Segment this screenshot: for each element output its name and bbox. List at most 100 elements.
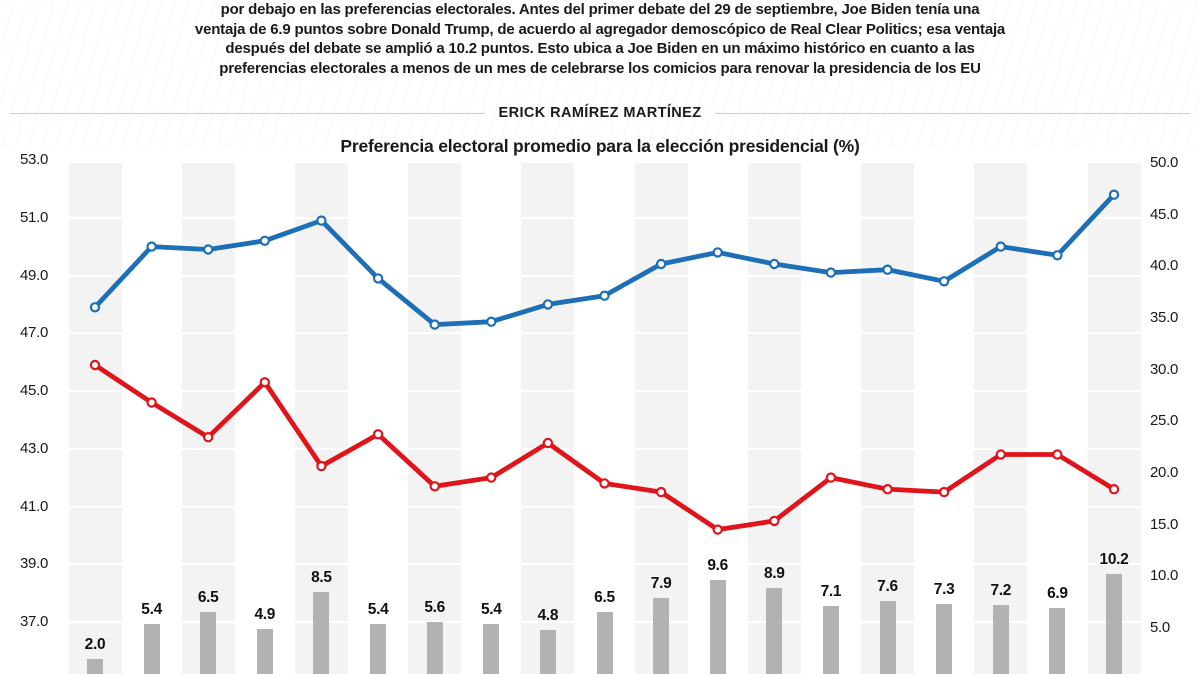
gap-bar [200,612,217,674]
gap-bar [653,597,670,674]
blue_line-marker [202,244,214,255]
red_line-marker [769,515,780,527]
blue_line-marker [1108,189,1120,200]
left-axis-tick-label: 39.0 [20,555,48,573]
blue_line-marker [316,215,327,226]
gap-bar-value-label: 6.9 [1047,585,1068,603]
gap-bar [87,658,103,674]
gap-bar [879,601,896,674]
red_line-path [92,362,1117,532]
red_line-marker [938,486,950,498]
red_line-marker [372,429,384,440]
blue_line-marker [938,276,950,287]
blue_line-marker [146,241,157,252]
gap-bar [766,587,783,674]
intro-line-1: por debajo en las preferencias electoral… [220,1,980,18]
blue_line-marker [542,299,554,310]
right-axis-tick-label: 50.0 [1150,154,1178,171]
red_line-marker [316,460,327,472]
gap-bar [426,621,443,674]
gap-bar-value-label: 8.9 [763,564,785,582]
left-axis-tick-label: 43.0 [20,439,48,457]
right-axis-tick-label: 25.0 [1150,412,1178,430]
red_line-marker [202,432,214,443]
intro-line-4: preferencias electorales a menos de un m… [219,59,981,77]
gap-bar [483,623,500,674]
blue_line-marker [995,241,1007,252]
gap-bar-value-label: 7.2 [990,582,1012,600]
byline-author: ERICK RAMÍREZ MARTÍNEZ [498,105,702,121]
intro-line-3: después del debate se amplió a 10.2 punt… [225,40,975,57]
red_line-marker [882,484,893,495]
chart-title: Preferencia electoral promedio para la e… [340,136,860,156]
blue_line-marker [89,302,101,313]
gridline [67,274,1142,277]
red_line-marker [712,524,723,535]
left-axis-tick-label: 51.0 [20,208,48,226]
gap-bar [709,580,726,674]
gap-bar-value-label: 4.8 [537,606,559,624]
blue_line-marker [372,273,384,284]
blue_line-path [92,192,1117,327]
gap-bar-value-label: 7.3 [933,581,955,599]
gap-bar [313,591,330,674]
background-stripe [68,163,122,674]
gap-bar-value-label: 4.9 [254,605,276,623]
gap-bar-value-label: 2.0 [84,635,106,653]
red_line-marker [146,397,157,408]
background-stripe [294,163,348,674]
blue_line-marker [769,258,780,270]
gap-bar-value-label: 9.6 [707,557,729,575]
blue_line-marker [486,316,497,327]
left-axis-tick-label: 49.0 [20,266,48,284]
gridline [67,216,1142,219]
gridline [67,332,1142,335]
red_line-marker [599,478,610,489]
blue_line-marker [655,258,667,270]
gap-bar [143,623,160,674]
background-stripe [634,163,688,674]
gap-bar [1049,608,1066,674]
left-axis-tick-label: 45.0 [20,382,48,399]
byline-rule-right [715,112,1190,114]
gap-bar [539,629,556,674]
blue_line-marker [882,264,893,275]
blue_line-marker [825,267,837,278]
byline-rule-left [10,112,485,114]
red_line-marker [542,437,554,449]
red_line-marker [429,481,440,492]
gap-bar-value-label: 7.9 [650,574,672,592]
gap-bar-value-label: 10.2 [1099,551,1129,569]
gap-bar-value-label: 5.6 [424,598,446,616]
right-axis-tick-label: 30.0 [1150,360,1178,378]
gridline [67,447,1142,450]
left-axis-tick-label: 37.0 [20,613,48,630]
gap-bar-value-label: 5.4 [367,600,389,618]
gap-bar-value-label: 6.5 [197,589,219,607]
gap-bar [596,612,613,674]
gap-bar [936,604,953,674]
gap-bar-value-label: 7.6 [877,578,898,595]
blue_line-marker [259,235,270,246]
right-axis-tick-label: 35.0 [1150,308,1178,326]
gap-bar [992,605,1009,674]
red_line-marker [655,486,667,498]
gap-bar-value-label: 7.1 [820,583,842,601]
gap-bar-value-label: 5.4 [480,600,502,618]
red_line-marker [1052,449,1063,460]
gridline [67,563,1142,566]
gridline [67,505,1142,508]
red_line-marker [89,359,101,371]
blue_line-marker [429,319,440,330]
blue_line-marker [1052,250,1063,261]
gap-bar [822,606,839,674]
left-axis-tick-label: 41.0 [20,497,48,515]
gap-bar [1106,574,1122,674]
intro-line-2: ventaja de 6.9 puntos sobre Donald Trump… [194,20,1006,38]
red_line-marker [1108,484,1120,495]
background-stripe [861,163,914,674]
red_line-marker [995,449,1007,460]
gridline [67,390,1142,392]
intro-paragraph: por debajo en las preferencias electoral… [0,0,1200,78]
